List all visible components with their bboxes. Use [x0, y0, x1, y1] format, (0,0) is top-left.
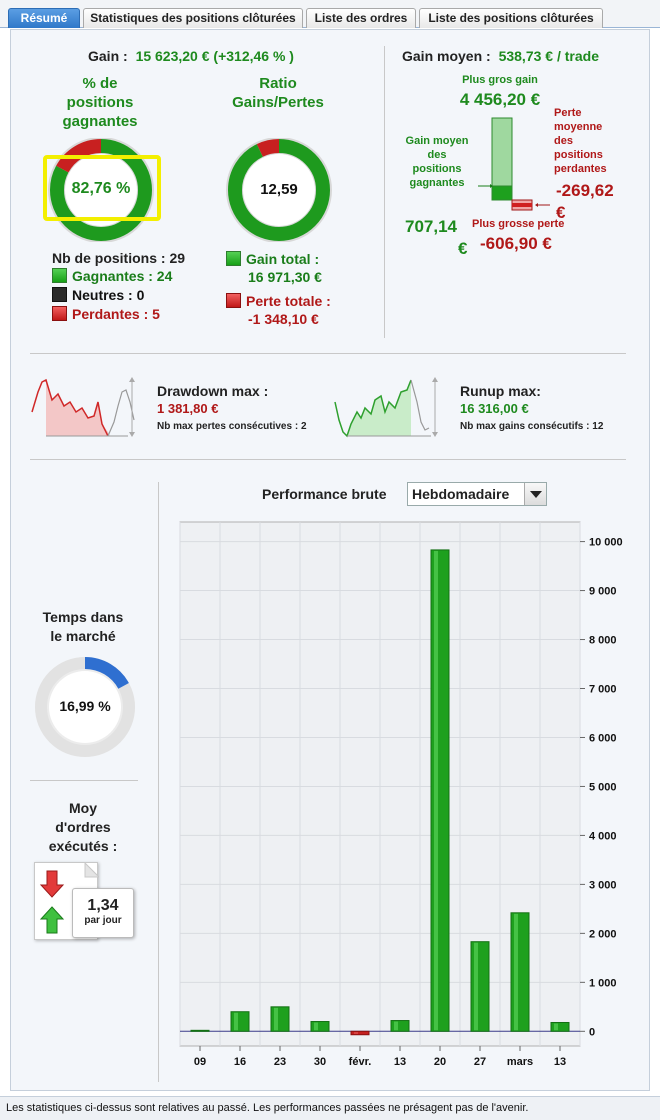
market-time-ring: 16,99 % — [30, 652, 140, 762]
black-square-icon — [52, 287, 67, 302]
gain-value: 15 623,20 € (+312,46 % ) — [135, 48, 294, 64]
biggest-gain-label: Plus gros gain — [462, 74, 538, 86]
biggest-loss-label: Plus grosse perte — [472, 218, 565, 230]
gain-label: Gain : — [88, 48, 128, 64]
orders-per-day-box: 1,34 par jour — [72, 888, 134, 938]
bar-highlight — [434, 550, 438, 1031]
avg-loss-label: Perte moyenne des positions perdantes — [554, 107, 607, 175]
bar-20[interactable] — [430, 549, 450, 1032]
ratio-value: 12,59 — [260, 181, 298, 198]
x-tick-label: 30 — [314, 1056, 326, 1068]
bar-16[interactable] — [230, 1011, 250, 1032]
period-select[interactable]: Hebdomadaire — [407, 482, 547, 506]
bar-highlight — [514, 913, 518, 1031]
divider — [30, 780, 138, 781]
bar-highlight — [554, 1023, 558, 1031]
divider — [158, 482, 159, 1082]
bar-13[interactable] — [390, 1020, 410, 1032]
biggest-loss-value: -606,90 € — [480, 234, 552, 253]
x-tick-label: 23 — [274, 1056, 286, 1068]
win-rate-value: 82,76 % — [71, 180, 131, 197]
bar-highlight — [314, 1022, 318, 1031]
bar-09[interactable] — [190, 1029, 210, 1032]
x-tick-label: mars — [507, 1056, 533, 1068]
y-tick-label: 9 000 — [589, 586, 617, 598]
bar-30[interactable] — [310, 1021, 330, 1032]
positions-count: Nb de positions : 29 — [52, 250, 186, 266]
y-tick-label: 2 000 — [589, 928, 617, 940]
gain-summary: Gain : 15 623,20 € (+312,46 % ) — [88, 48, 294, 64]
green-square-icon — [226, 251, 241, 266]
bar-13[interactable] — [550, 1021, 570, 1032]
bar-23[interactable] — [270, 1006, 290, 1032]
x-tick-label: févr. — [349, 1056, 372, 1068]
chevron-down-icon[interactable] — [524, 483, 546, 505]
runup-sparkline — [334, 377, 438, 438]
bar-highlight — [274, 1007, 278, 1031]
avg-win-label: Gain moyen des positions gagnantes — [405, 135, 469, 189]
x-tick-label: 16 — [234, 1056, 246, 1068]
divider — [30, 459, 626, 460]
avg-win-value: 707,14 € — [405, 217, 468, 258]
performance-title: Performance brute — [262, 486, 387, 502]
total-gain: Gain total : 16 971,30 € — [226, 250, 322, 286]
win-rate-ring: 82,76 % — [46, 137, 156, 243]
y-tick-label: 5 000 — [589, 781, 617, 793]
orders-unit: par jour — [84, 915, 122, 926]
divider — [30, 353, 626, 354]
green-square-icon — [52, 268, 67, 283]
bar-highlight — [234, 1012, 238, 1031]
y-tick-label: 3 000 — [589, 879, 617, 891]
ratio-title: Ratio Gains/Pertes — [232, 75, 324, 111]
ratio-ring: 12,59 — [224, 137, 334, 243]
y-tick-label: 0 — [589, 1026, 595, 1038]
x-tick-label: 09 — [194, 1056, 206, 1068]
biggest-gain-value: 4 456,20 € — [459, 90, 541, 109]
bar-highlight — [474, 942, 478, 1031]
red-square-icon — [52, 306, 67, 321]
y-tick-label: 7 000 — [589, 684, 617, 696]
bar-mars[interactable] — [510, 912, 530, 1032]
divider — [384, 46, 385, 338]
drawdown-info: Drawdown max : 1 381,80 € Nb max pertes … — [157, 383, 307, 432]
tab-resume[interactable]: Résumé — [8, 8, 80, 28]
orders-value: 1,34 — [87, 897, 119, 914]
y-tick-label: 1 000 — [589, 977, 617, 989]
highlight-box — [43, 155, 161, 221]
orders-title: Moy d'ordres exécutés : — [48, 800, 118, 854]
x-tick-label: 20 — [434, 1056, 446, 1068]
bar-highlight — [394, 1021, 398, 1031]
runup-info: Runup max: 16 316,00 € Nb max gains cons… — [460, 383, 604, 432]
gain-loss-bars — [478, 117, 550, 211]
avg-loss-value: -269,62 € — [556, 181, 614, 222]
market-time-title: Temps dans le marché — [42, 609, 124, 644]
y-tick-label: 4 000 — [589, 830, 617, 842]
tab-closed-positions-list[interactable]: Liste des positions clôturées — [419, 8, 603, 28]
x-tick-label: 13 — [554, 1056, 566, 1068]
drawdown-sparkline — [31, 377, 135, 437]
bar-févr.[interactable] — [350, 1030, 370, 1036]
win-rate-title: % de positions gagnantes — [62, 75, 138, 130]
disclaimer-footer: Les statistiques ci-dessus sont relative… — [0, 1096, 660, 1120]
winners-row: Gagnantes : 24 — [52, 268, 172, 284]
y-tick-label: 10 000 — [589, 537, 623, 549]
performance-chart: 0 1 000 2 000 3 000 4 000 5 000 6 000 7 000 8 00… — [179, 521, 623, 1068]
bar-27[interactable] — [470, 941, 490, 1032]
y-tick-label: 8 000 — [589, 635, 617, 647]
tab-bar: Résumé Statistiques des positions clôtur… — [0, 0, 660, 28]
losers-row: Perdantes : 5 — [52, 306, 160, 322]
y-tick-label: 6 000 — [589, 732, 617, 744]
market-time-value: 16,99 % — [59, 698, 111, 714]
tab-orders-list[interactable]: Liste des ordres — [306, 8, 416, 28]
avg-gain-summary: Gain moyen : 538,73 € / trade — [402, 48, 599, 64]
total-loss: Perte totale : -1 348,10 € — [226, 292, 331, 328]
neutral-row: Neutres : 0 — [52, 287, 144, 303]
x-tick-label: 13 — [394, 1056, 406, 1068]
x-tick-label: 27 — [474, 1056, 486, 1068]
bar-highlight — [354, 1032, 358, 1034]
tab-closed-positions-stats[interactable]: Statistiques des positions clôturées — [83, 8, 303, 28]
red-square-icon — [226, 293, 241, 308]
